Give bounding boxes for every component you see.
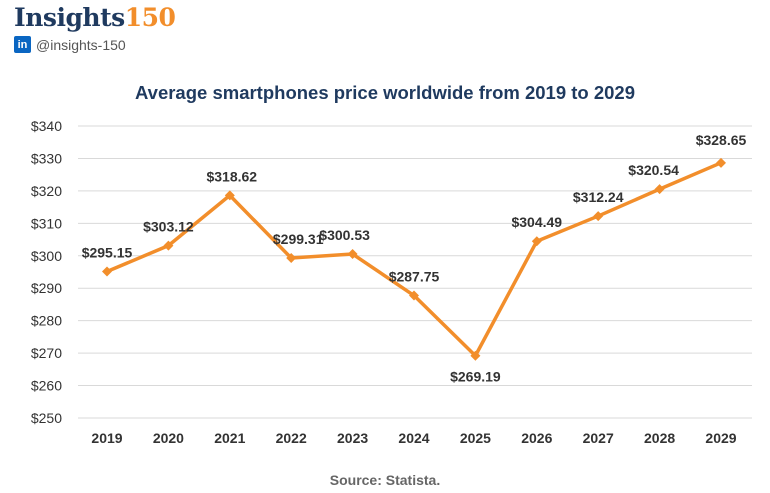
x-tick-label: 2027 — [583, 430, 614, 446]
brand-number: 150 — [124, 3, 176, 32]
data-point — [716, 157, 726, 168]
data-point — [102, 266, 112, 277]
x-tick-label: 2025 — [460, 430, 491, 446]
x-tick-label: 2022 — [276, 430, 307, 446]
data-label: $299.31 — [273, 231, 324, 247]
data-point — [409, 290, 419, 301]
data-label: $287.75 — [389, 269, 440, 285]
series-line — [106, 161, 722, 358]
y-tick-label: $310 — [31, 215, 62, 231]
y-tick-label: $340 — [31, 118, 62, 134]
social-handle-row: in @insights-150 — [14, 36, 175, 53]
y-tick-label: $250 — [31, 410, 62, 426]
data-point — [224, 190, 235, 201]
x-tick-label: 2021 — [214, 430, 245, 446]
x-tick-label: 2020 — [153, 430, 184, 446]
y-tick-label: $290 — [31, 280, 62, 296]
source-note: Source: Statista. — [329, 472, 441, 488]
data-label: $320.54 — [628, 162, 679, 178]
y-tick-label: $260 — [31, 378, 62, 394]
chart-title: Average smartphones price worldwide from… — [134, 82, 636, 103]
y-tick-label: $270 — [31, 345, 62, 361]
data-point — [654, 184, 665, 195]
data-label: $304.49 — [511, 214, 562, 230]
data-point — [286, 253, 297, 264]
x-tick-label: 2026 — [521, 430, 552, 446]
data-point — [470, 350, 481, 361]
x-tick-label: 2023 — [337, 430, 368, 446]
data-label: $318.62 — [206, 168, 257, 184]
x-tick-label: 2029 — [705, 430, 736, 446]
data-point — [347, 249, 358, 260]
data-label: $328.65 — [696, 132, 747, 148]
data-point — [163, 240, 174, 251]
x-tick-label: 2028 — [644, 430, 675, 446]
y-tick-label: $330 — [31, 150, 62, 166]
brand-block: Insights150 in @insights-150 — [14, 3, 176, 53]
brand-logo: Insights150 — [14, 3, 176, 33]
data-label: $303.12 — [143, 219, 194, 235]
data-point — [593, 211, 604, 222]
data-label: $300.53 — [319, 227, 370, 243]
linkedin-handle: @insights-150 — [36, 36, 126, 53]
linkedin-icon: in — [14, 36, 31, 53]
brand-name: Insights — [14, 3, 125, 32]
y-tick-label: $280 — [31, 313, 62, 329]
data-label: $312.24 — [573, 189, 624, 205]
data-label: $295.15 — [82, 245, 133, 261]
data-point — [531, 236, 542, 247]
y-tick-label: $300 — [31, 248, 62, 264]
x-tick-label: 2024 — [398, 430, 429, 446]
y-tick-label: $320 — [31, 183, 62, 199]
x-tick-label: 2019 — [91, 430, 122, 446]
data-label: $269.19 — [450, 369, 501, 385]
